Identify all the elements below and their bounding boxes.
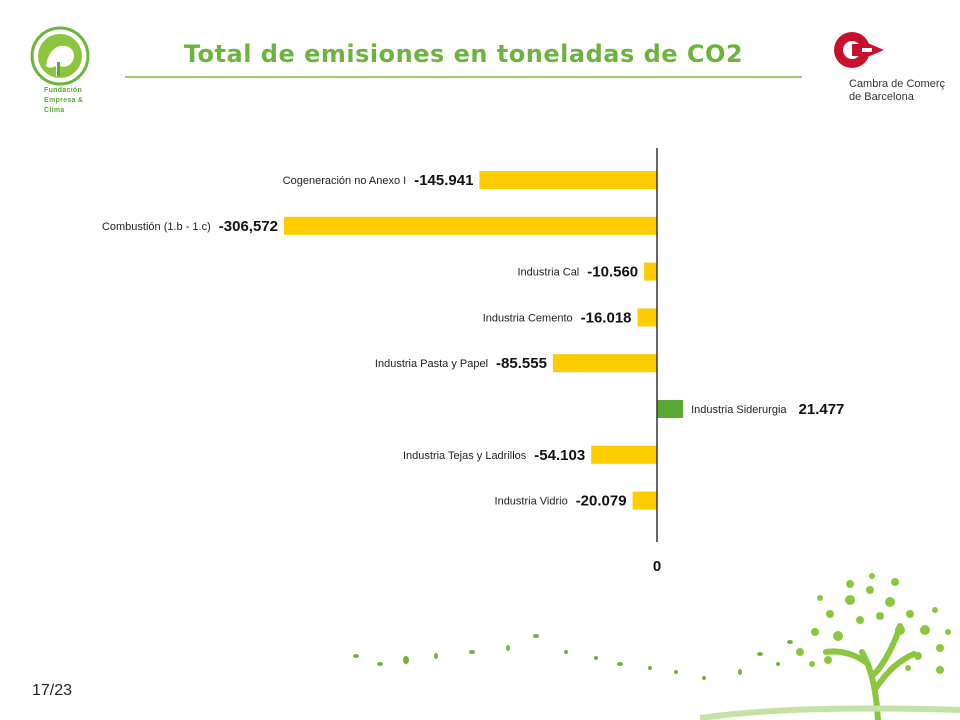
bar-category-label: Industria Vidrio (495, 496, 568, 508)
bar-1 (479, 171, 657, 189)
green-tree-icon (353, 573, 960, 720)
page-number: 17/23 (32, 682, 73, 699)
bar-value-label: -145.941 (414, 172, 473, 189)
bar-category-label: Industria Cal (518, 267, 580, 279)
bar-category-label: Combustión (1.b - 1.c) (102, 221, 211, 233)
page-title: Total de emisiones en toneladas de CO2 (183, 40, 744, 68)
emissions-bar-chart: -145.941 Cogeneración no Anexo I -306,572 C… (102, 148, 844, 575)
logo-line-2: Empresa & (44, 97, 84, 104)
bar-value-label: -85.555 (496, 355, 547, 372)
bar-category-label: Cogeneración no Anexo I (283, 175, 407, 187)
bar-value-label: -20.079 (576, 493, 627, 510)
logo-line-3: Clima (44, 107, 65, 114)
cambra-logo-icon (834, 32, 884, 68)
logo-line-1: Fundación (44, 87, 83, 94)
bar-category-label: Industria Cemento (483, 312, 573, 324)
bars-group: -145.941 Cogeneración no Anexo I -306,572 C… (102, 171, 844, 510)
bar-value-label: -10.560 (587, 264, 638, 281)
bar-3 (644, 262, 657, 281)
title-underline (125, 76, 802, 78)
cambra-line-2: de Barcelona (849, 91, 914, 103)
bar-5 (552, 354, 657, 373)
fundacion-logo-icon (30, 26, 90, 86)
cambra-line-1: Cambra de Comerç (849, 78, 945, 90)
zero-tick-label: 0 (653, 558, 661, 575)
bar-7 (591, 445, 657, 464)
bar-value-label: -54.103 (534, 447, 585, 464)
bar-value-label: -16.018 (581, 309, 632, 326)
bar-2 (284, 216, 657, 235)
bar-category-label: Industria Siderurgia (691, 404, 787, 416)
bar-8 (632, 491, 657, 510)
bar-category-label: Industria Tejas y Ladrillos (403, 450, 527, 462)
bar-category-label: Industria Pasta y Papel (375, 358, 488, 370)
fundacion-logo-text: Fundación Empresa & Clima (44, 86, 83, 116)
bar-value-label: 21.477 (799, 401, 845, 418)
bar-6 (657, 400, 684, 418)
bar-4 (637, 308, 657, 327)
cambra-logo-text: Cambra de Comerç de Barcelona (849, 78, 945, 104)
bar-value-label: -306,572 (219, 218, 278, 235)
